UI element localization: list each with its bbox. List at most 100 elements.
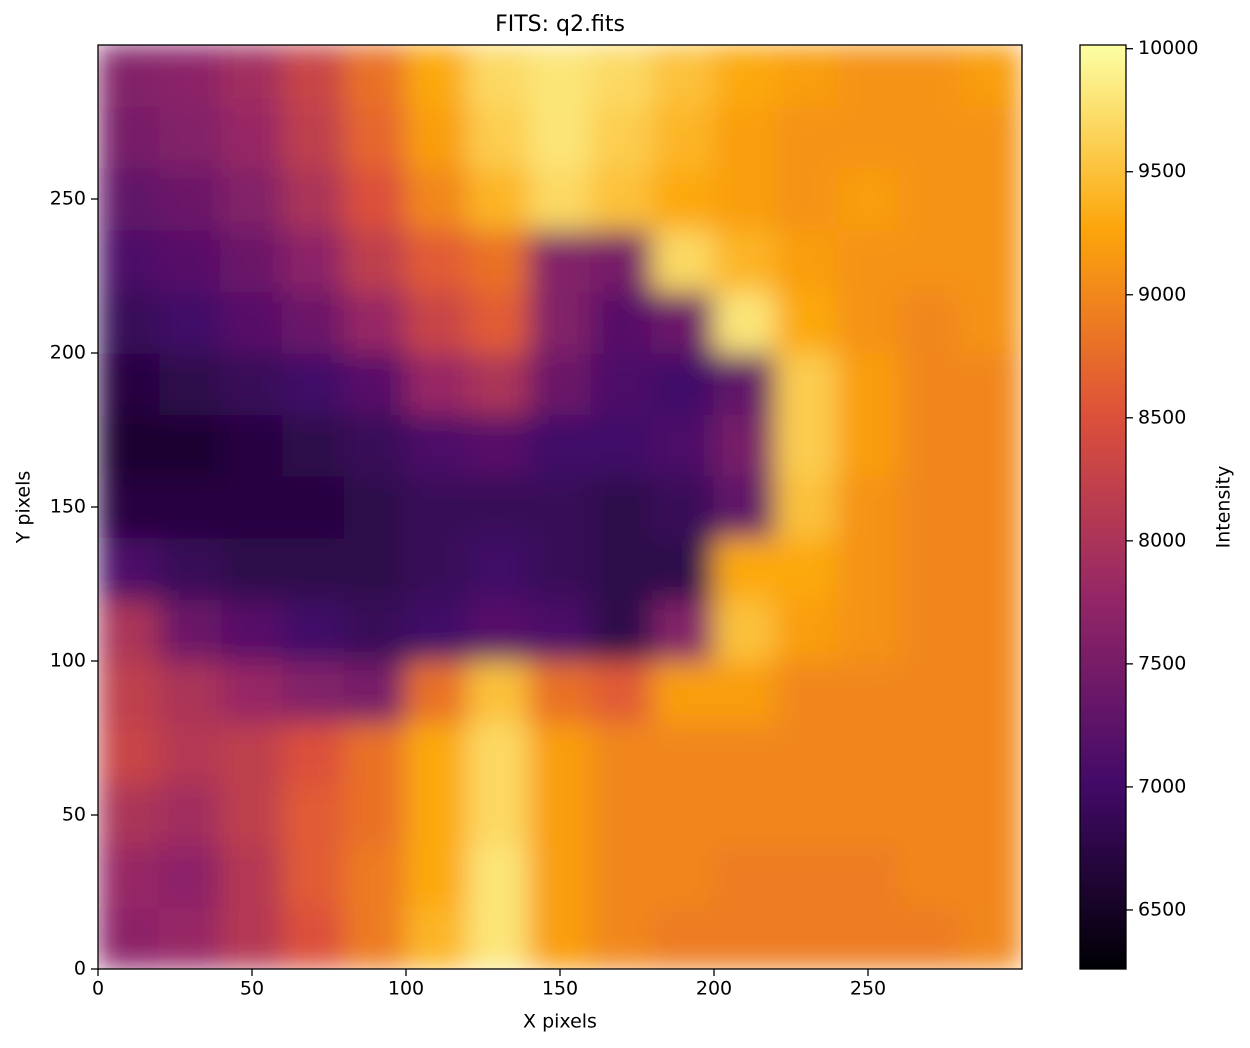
pixel-cell bbox=[713, 167, 777, 231]
pixel-cell bbox=[343, 845, 407, 908]
pixel-cell bbox=[405, 167, 469, 231]
pixel-cell bbox=[836, 167, 900, 231]
pixel-cell bbox=[959, 598, 1022, 662]
pixel-cell bbox=[651, 414, 715, 477]
pixel-cell bbox=[775, 106, 838, 169]
y-axis-label: Y pixels bbox=[13, 471, 35, 545]
pixel-cell bbox=[651, 722, 715, 785]
pixel-cell bbox=[713, 106, 777, 169]
pixel-cell bbox=[898, 906, 961, 969]
pixel-cell bbox=[467, 167, 530, 231]
pixel-cell bbox=[467, 783, 530, 847]
pixel-cell bbox=[98, 906, 161, 969]
pixel-cell bbox=[159, 475, 222, 539]
pixel-cell bbox=[651, 660, 715, 724]
image bbox=[98, 45, 1022, 969]
pixel-cell bbox=[220, 660, 284, 724]
pixel-cell bbox=[98, 352, 161, 416]
pixel-cell bbox=[713, 475, 777, 539]
pixel-cell bbox=[220, 906, 284, 969]
x-tick-label: 200 bbox=[696, 978, 732, 1000]
pixel-cell bbox=[898, 475, 961, 539]
pixel-cell bbox=[590, 45, 653, 108]
pixel-cell bbox=[898, 290, 961, 354]
pixel-cell bbox=[343, 106, 407, 169]
pixel-cell bbox=[528, 660, 592, 724]
pixel-cell bbox=[467, 229, 530, 292]
pixel-cell bbox=[98, 45, 161, 108]
pixel-cell bbox=[220, 475, 284, 539]
pixel-cell bbox=[590, 352, 653, 416]
pixel-cell bbox=[343, 906, 407, 969]
pixel-cell bbox=[713, 45, 777, 108]
pixel-cell bbox=[528, 414, 592, 477]
pixel-cell bbox=[775, 352, 838, 416]
pixel-cell bbox=[405, 598, 469, 662]
pixel-cell bbox=[467, 352, 530, 416]
pixel-cell bbox=[343, 783, 407, 847]
pixel-cell bbox=[343, 598, 407, 662]
y-tick-label: 100 bbox=[50, 650, 86, 672]
pixel-cell bbox=[836, 229, 900, 292]
pixel-cell bbox=[898, 352, 961, 416]
pixel-cell bbox=[836, 537, 900, 600]
colorbar bbox=[1079, 44, 1127, 970]
pixel-cell bbox=[405, 783, 469, 847]
pixel-cell bbox=[775, 598, 838, 662]
pixel-cell bbox=[775, 722, 838, 785]
pixel-cell bbox=[590, 660, 653, 724]
pixel-cell bbox=[528, 598, 592, 662]
pixel-cell bbox=[282, 845, 345, 908]
pixel-cell bbox=[98, 229, 161, 292]
pixel-cell bbox=[282, 229, 345, 292]
pixel-cell bbox=[775, 229, 838, 292]
pixel-cell bbox=[98, 845, 161, 908]
pixel-cell bbox=[898, 783, 961, 847]
pixel-cell bbox=[343, 722, 407, 785]
pixel-cell bbox=[282, 106, 345, 169]
pixel-cell bbox=[590, 722, 653, 785]
pixel-cell bbox=[343, 414, 407, 477]
x-tick-label: 50 bbox=[240, 978, 264, 1000]
pixel-cell bbox=[898, 167, 961, 231]
pixel-cell bbox=[651, 45, 715, 108]
pixel-cell bbox=[467, 290, 530, 354]
pixel-cell bbox=[590, 845, 653, 908]
pixel-cell bbox=[959, 537, 1022, 600]
pixel-cell bbox=[836, 352, 900, 416]
y-tick-label: 150 bbox=[50, 496, 86, 518]
pixel-cell bbox=[836, 290, 900, 354]
pixel-cell bbox=[220, 229, 284, 292]
pixel-cell bbox=[343, 229, 407, 292]
pixel-cell bbox=[98, 414, 161, 477]
pixel-cell bbox=[590, 290, 653, 354]
pixel-cell bbox=[98, 475, 161, 539]
pixel-cell bbox=[405, 229, 469, 292]
pixel-cell bbox=[775, 414, 838, 477]
colorbar-tick-label: 7000 bbox=[1138, 775, 1186, 797]
pixel-cell bbox=[898, 106, 961, 169]
pixel-cell bbox=[528, 475, 592, 539]
pixel-cell bbox=[651, 475, 715, 539]
pixel-cell bbox=[959, 167, 1022, 231]
pixel-cell bbox=[220, 167, 284, 231]
pixel-cell bbox=[220, 537, 284, 600]
pixel-cell bbox=[836, 845, 900, 908]
pixel-cell bbox=[959, 414, 1022, 477]
pixel-cell bbox=[282, 783, 345, 847]
pixel-cell bbox=[98, 598, 161, 662]
pixel-cell bbox=[836, 783, 900, 847]
pixel-cell bbox=[959, 45, 1022, 108]
pixel-cell bbox=[282, 660, 345, 724]
pixel-cell bbox=[98, 290, 161, 354]
pixel-cell bbox=[282, 167, 345, 231]
pixel-cell bbox=[775, 906, 838, 969]
pixel-cell bbox=[405, 475, 469, 539]
colorbar-tick-label: 7500 bbox=[1138, 652, 1186, 674]
pixel-cell bbox=[651, 352, 715, 416]
pixel-cell bbox=[282, 352, 345, 416]
pixel-cell bbox=[467, 722, 530, 785]
pixel-cell bbox=[159, 660, 222, 724]
pixel-cell bbox=[590, 167, 653, 231]
